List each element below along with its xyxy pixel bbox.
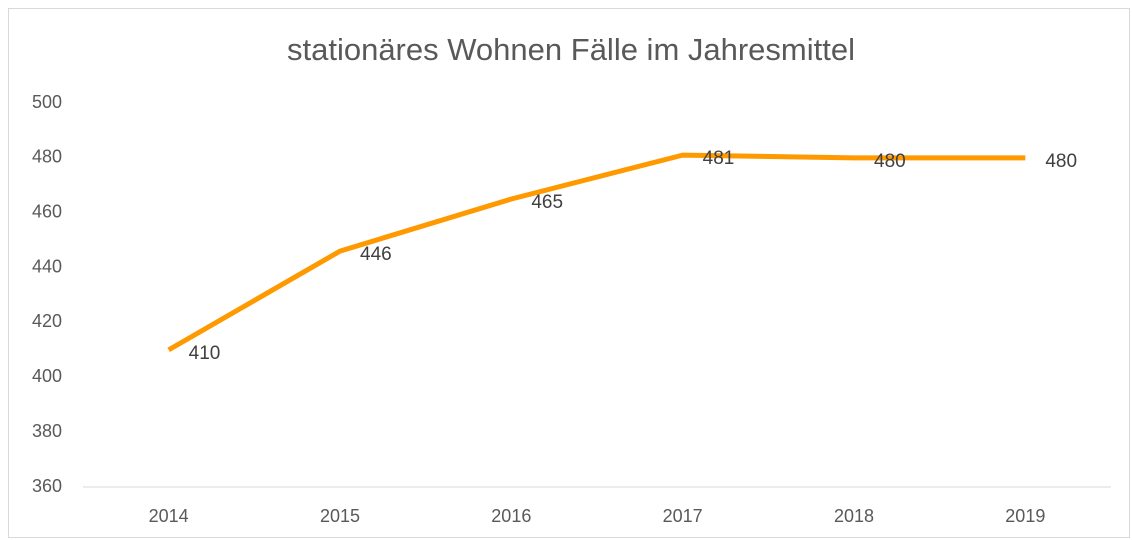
- data-label: 465: [531, 192, 563, 213]
- data-line: [167, 152, 1026, 353]
- data-label: 480: [1045, 151, 1077, 172]
- x-tick-label: 2019: [1005, 506, 1045, 526]
- y-tick-label: 360: [32, 476, 62, 496]
- x-tick-label: 2015: [320, 506, 360, 526]
- y-tick-label: 460: [32, 201, 62, 221]
- data-label: 446: [360, 244, 392, 265]
- chart-border: [8, 8, 1130, 538]
- x-tick-label: 2014: [149, 506, 189, 526]
- x-tick-label: 2017: [663, 506, 703, 526]
- x-tick-label: 2016: [491, 506, 531, 526]
- y-tick-label: 400: [32, 366, 62, 386]
- data-label: 481: [703, 148, 735, 169]
- data-label: 480: [874, 151, 906, 172]
- y-tick-label: 480: [32, 147, 62, 167]
- y-tick-label: 440: [32, 256, 62, 276]
- x-tick-label: 2018: [834, 506, 874, 526]
- data-label: 410: [189, 343, 221, 364]
- y-tick-label: 500: [32, 92, 62, 112]
- chart-title: stationäres Wohnen Fälle im Jahresmittel: [287, 32, 855, 67]
- y-tick-label: 420: [32, 311, 62, 331]
- y-tick-label: 380: [32, 421, 62, 441]
